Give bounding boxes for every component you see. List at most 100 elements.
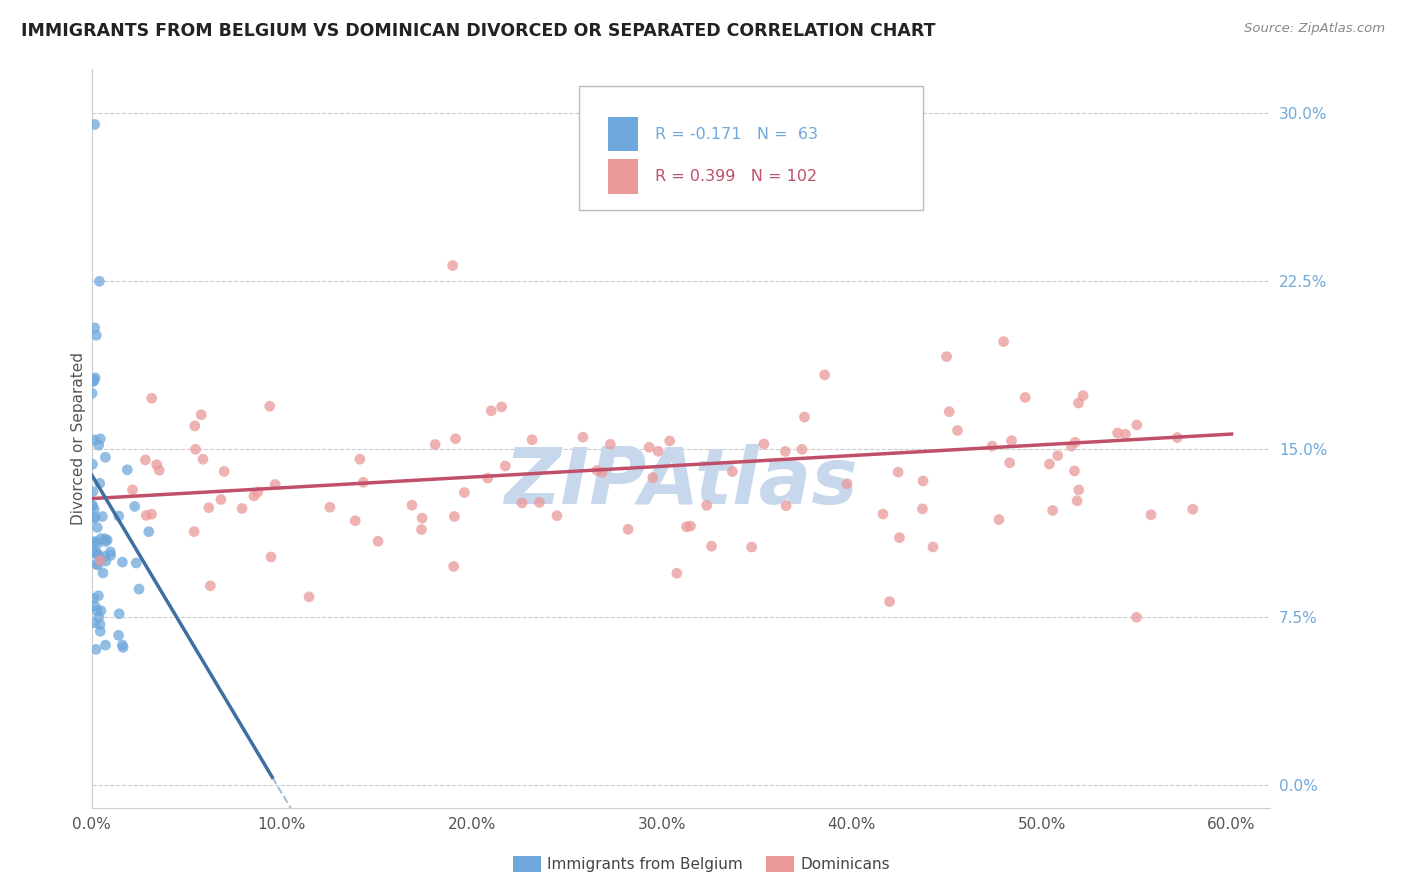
Text: Dominicans: Dominicans [800,857,890,871]
Point [520,433,543,447]
Point [721,465,744,479]
Point [675,520,697,534]
Text: Immigrants from Belgium: Immigrants from Belgium [547,857,742,871]
Point [425,437,447,451]
Point [83,511,105,525]
Point [80,386,103,401]
Point [83,615,105,630]
Point [1114,427,1136,442]
Point [183,524,205,539]
Point [141,507,163,521]
Point [344,514,367,528]
Point [814,368,837,382]
Point [911,502,934,516]
Point [775,444,797,458]
Point [1071,389,1094,403]
Point [479,404,502,418]
Point [128,582,150,596]
Y-axis label: Divorced or Separated: Divorced or Separated [72,351,86,524]
Point [86,546,108,560]
Point [111,555,134,569]
Point [108,607,131,621]
Point [1064,435,1087,450]
Point [529,495,551,509]
Point [665,566,688,581]
Point [647,444,669,458]
Point [83,118,105,132]
Text: ZIPAtlas: ZIPAtlas [503,444,858,520]
Point [87,438,110,452]
Point [1038,457,1060,471]
Point [444,432,467,446]
Point [946,424,969,438]
Point [134,453,156,467]
Point [82,375,104,389]
Text: R = -0.171   N =  63: R = -0.171 N = 63 [655,127,818,142]
Point [599,437,621,451]
Point [82,484,104,499]
Point [879,594,901,608]
Point [107,508,129,523]
Point [83,373,105,387]
Point [84,371,107,385]
Point [494,458,516,473]
Point [617,522,640,536]
Point [90,604,112,618]
Point [443,559,465,574]
Point [83,535,105,549]
Point [89,553,111,567]
Point [1166,431,1188,445]
Point [94,450,117,465]
Point [107,628,129,642]
Point [84,545,107,559]
Point [117,463,139,477]
Point [89,476,111,491]
Point [90,532,112,546]
Point [100,549,122,563]
Point [298,590,321,604]
Point [83,433,105,447]
Point [84,642,107,657]
Point [349,452,371,467]
Point [264,477,287,491]
Point [184,418,207,433]
Point [91,566,114,580]
Point [82,457,104,471]
Point [94,532,117,546]
Point [212,465,235,479]
Point [141,392,163,406]
Point [138,524,160,539]
Point [191,452,214,467]
Point [1000,434,1022,448]
Point [872,507,894,521]
Point [190,408,212,422]
Point [86,536,108,550]
Point [352,475,374,490]
Point [1126,417,1149,432]
Point [83,374,105,388]
Point [411,523,433,537]
Point [1042,503,1064,517]
Point [82,498,104,512]
Point [775,499,797,513]
Point [1014,391,1036,405]
Point [246,484,269,499]
Point [453,485,475,500]
Point [835,476,858,491]
Text: R = 0.399   N = 102: R = 0.399 N = 102 [655,169,817,184]
Point [319,500,342,515]
Point [988,512,1011,526]
Point [84,534,107,549]
Point [491,400,513,414]
Point [94,554,117,568]
Point [1067,396,1090,410]
Text: IMMIGRANTS FROM BELGIUM VS DOMINICAN DIVORCED OR SEPARATED CORRELATION CHART: IMMIGRANTS FROM BELGIUM VS DOMINICAN DIV… [21,22,935,40]
Point [981,439,1004,453]
Point [938,405,960,419]
Point [89,274,111,288]
Point [572,430,595,444]
Point [135,508,157,523]
Point [993,334,1015,349]
Point [148,463,170,477]
Point [1060,439,1083,453]
